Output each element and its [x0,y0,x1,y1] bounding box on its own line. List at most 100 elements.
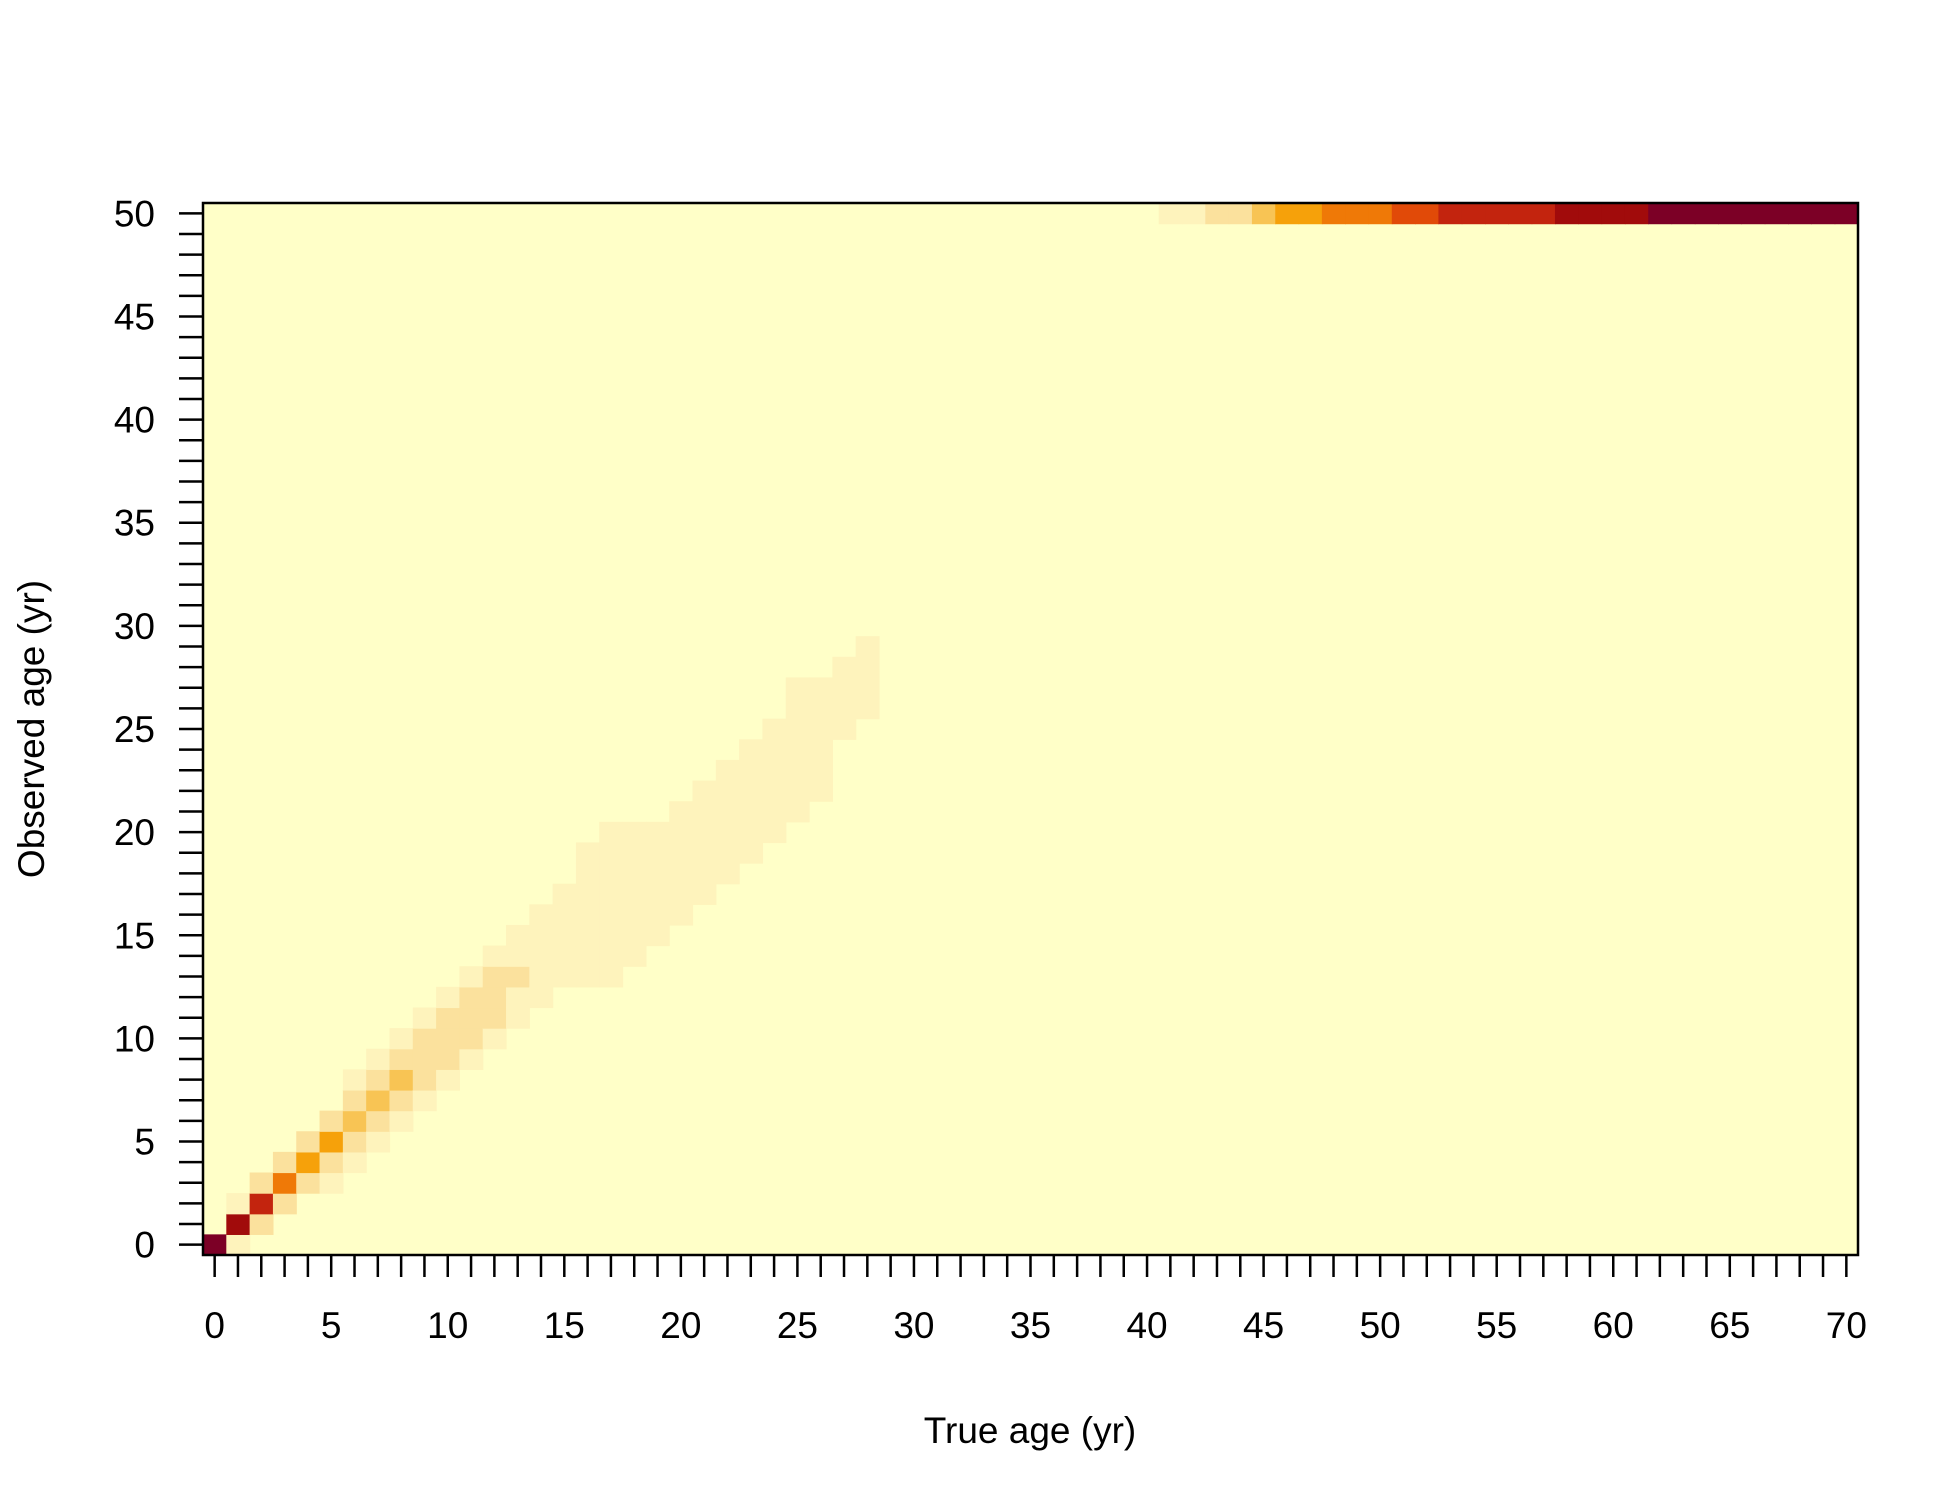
heatmap-cell [366,1110,391,1132]
heatmap-cell [575,945,600,967]
heatmap-cell [529,986,554,1009]
y-tick-label: 25 [114,709,155,750]
heatmap-cell [809,739,833,761]
heatmap-cell [645,863,670,885]
heatmap-cell [249,1213,274,1235]
heatmap-cell [1321,203,1346,225]
heatmap-cell [482,966,507,988]
heatmap-cell [506,924,530,947]
heatmap-cell [599,842,624,864]
heatmap-cell [1694,203,1719,225]
heatmap-cell [785,801,810,823]
x-tick-label: 30 [893,1305,934,1346]
heatmap-cell [552,945,577,967]
x-tick-label: 5 [321,1305,342,1346]
plot-background [203,203,1858,1255]
heatmap-cell [412,1028,437,1050]
heatmap-cell [1275,203,1300,225]
x-axis: 0 5 10 15 20 25 30 35 40 45 50 55 60 65 70 [204,1255,1867,1346]
heatmap-cell [1251,203,1276,225]
heatmap-cell [1368,203,1393,225]
heatmap-cell [785,759,810,782]
y-tick-label: 35 [114,503,155,544]
heatmap-cell [249,1193,274,1215]
y-axis: 0 5 10 15 20 25 30 35 40 45 50 [114,193,203,1266]
heatmap-cell [692,821,717,844]
heatmap-cell [226,1213,251,1235]
heatmap-cell [1554,203,1579,225]
heatmap-cell [296,1151,321,1174]
heatmap-cell [249,1172,274,1194]
heatmap-cell [1718,203,1743,225]
heatmap-cell [296,1131,321,1153]
heatmap-cell [506,945,530,967]
heatmap-cell [599,863,624,885]
heatmap-cell [692,883,717,905]
heatmap-cell [272,1151,297,1174]
heatmap-cell [552,904,577,926]
heatmap-cell [669,801,694,823]
heatmap-cell [669,842,694,864]
heatmap-cell [762,739,787,761]
heatmap-cell [529,945,554,967]
heatmap-cell [1741,203,1766,225]
heatmap-cell [1788,203,1812,225]
heatmap-cell [622,945,647,967]
heatmap-cell [669,863,694,885]
heatmap-cell [342,1069,367,1091]
heatmap-cell [459,966,484,988]
heatmap-cell [1648,203,1673,225]
heatmap-cell [389,1048,414,1070]
heatmap-cell [319,1151,344,1174]
heatmap-cell [1531,203,1556,225]
heatmap-cell [506,966,530,988]
heatmap-cell [1345,203,1370,225]
heatmap-cell [762,821,787,844]
heatmap-cell [785,718,810,740]
x-tick-label: 35 [1010,1305,1051,1346]
heatmap-cell [436,1069,461,1091]
y-tick-label: 5 [134,1122,155,1163]
heatmap-cell [366,1131,391,1153]
heatmap-cell [715,801,740,823]
heatmap-cell [622,821,647,844]
heatmap-cell [855,677,880,699]
heatmap-cell [389,1069,414,1091]
heatmap-cell [809,677,833,699]
heatmap-cell [342,1131,367,1153]
heatmap-cell [389,1110,414,1132]
heatmap-cell [622,904,647,926]
heatmap-cell [669,904,694,926]
heatmap-cell [575,904,600,926]
heatmap-cell [412,1089,437,1112]
x-tick-label: 40 [1126,1305,1167,1346]
heatmap-cell [622,883,647,905]
heatmap-cell [1415,203,1440,225]
heatmap-cell [552,966,577,988]
heatmap-cell [622,842,647,864]
heatmap-cell [809,759,833,782]
heatmap-cell [342,1089,367,1112]
heatmap-cell [575,842,600,864]
heatmap-cell [785,780,810,802]
heatmap-cell [715,759,740,782]
heatmap-cell [482,945,507,967]
heatmap-cell [319,1131,344,1153]
x-tick-label: 15 [544,1305,585,1346]
heatmap-cell [226,1193,251,1215]
heatmap-cell [622,863,647,885]
heatmap-cell [459,986,484,1009]
heatmap-cell [762,759,787,782]
heatmap-cell [529,966,554,988]
heatmap-cell [599,924,624,947]
heatmap-cell [482,986,507,1009]
x-axis-title: True age (yr) [924,1410,1136,1451]
heatmap-cell [412,1007,437,1029]
heatmap-cell [1158,203,1183,225]
heatmap-cell [1182,203,1206,225]
heatmap-cell [436,986,461,1009]
heatmap-cell [482,1028,507,1050]
heatmap-cell [762,718,787,740]
